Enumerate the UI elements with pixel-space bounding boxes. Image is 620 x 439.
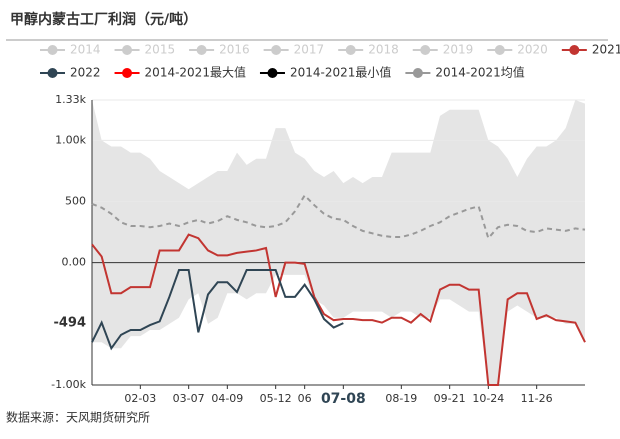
legend-dot (122, 45, 133, 55)
legend-dot (569, 45, 580, 55)
x-tick-label: 10-24 (472, 392, 504, 405)
x-tick-label: 02-03 (124, 392, 156, 405)
y-tick-label: 1.33k (55, 93, 86, 106)
legend-dot (47, 68, 58, 78)
marker-box (50, 314, 90, 333)
y-tick-label: 1.00k (55, 133, 86, 146)
legend-dot (271, 45, 282, 55)
legend-dot (196, 45, 207, 55)
legend-label: 2017 (294, 43, 325, 57)
legend-label: 2014-2021均值 (435, 65, 524, 80)
legend-label: 2019 (443, 43, 474, 57)
legend-label: 2018 (368, 43, 399, 57)
x-tick-label: 07-08 (321, 391, 366, 407)
legend-item[interactable]: 2018 (338, 43, 399, 57)
x-tick-label: 11-26 (521, 392, 553, 405)
x-tick-label: 06 (298, 392, 312, 405)
legend-item[interactable]: 2020 (487, 43, 548, 57)
legend-label: 2014-2021最大值 (145, 65, 246, 80)
x-tick-label: 05-12 (260, 392, 292, 405)
legend-item[interactable]: 2015 (114, 43, 176, 57)
legend-item[interactable]: 2017 (263, 43, 325, 57)
legend-item[interactable]: 2021 (561, 43, 620, 57)
legend-label: 2016 (219, 43, 250, 57)
legend-dot (267, 68, 278, 78)
legend-item[interactable]: 2016 (189, 43, 250, 57)
legend-label: 2014-2021最小值 (290, 65, 391, 80)
legend-dot (420, 45, 431, 55)
x-tick-label: 04-09 (211, 392, 243, 405)
x-tick-label: 09-21 (434, 392, 466, 405)
x-tick-label: 08-19 (385, 392, 417, 405)
series-line (91, 269, 344, 351)
range-area (92, 262, 585, 385)
y-tick-label: -1.00k (51, 378, 86, 391)
source: 数据来源：天风期货研究所 (6, 410, 150, 425)
legend-dot (345, 45, 356, 55)
legend-item[interactable]: 2022 (40, 66, 101, 80)
legend-dot (47, 45, 58, 55)
legend-dot (494, 45, 505, 55)
legend-item[interactable]: 2014-2021最大值 (114, 65, 246, 80)
average-line (91, 193, 586, 241)
legend-dot (122, 68, 133, 78)
legend-dot (412, 68, 423, 78)
legend-label: 2022 (70, 66, 101, 80)
legend-item[interactable]: 2014-2021最小值 (259, 65, 391, 80)
legend-label: 2021 (592, 43, 620, 57)
legend-item[interactable]: 2014-2021均值 (405, 65, 525, 80)
marker-label: -494 (53, 316, 86, 331)
y-tick-label: 500 (65, 195, 86, 208)
range-area (92, 100, 585, 263)
legend-item[interactable]: 2019 (412, 43, 474, 57)
legend-label: 2015 (145, 43, 176, 57)
legend-label: 2020 (517, 43, 548, 57)
legend-item[interactable]: 2014 (40, 43, 101, 57)
y-tick-label: 0.00 (62, 256, 87, 269)
chart-title: 甲醇内蒙古工厂利润（元/吨） (10, 11, 197, 28)
x-tick-label: 03-07 (173, 392, 205, 405)
series-line (91, 233, 586, 386)
legend-label: 2014 (70, 43, 101, 57)
